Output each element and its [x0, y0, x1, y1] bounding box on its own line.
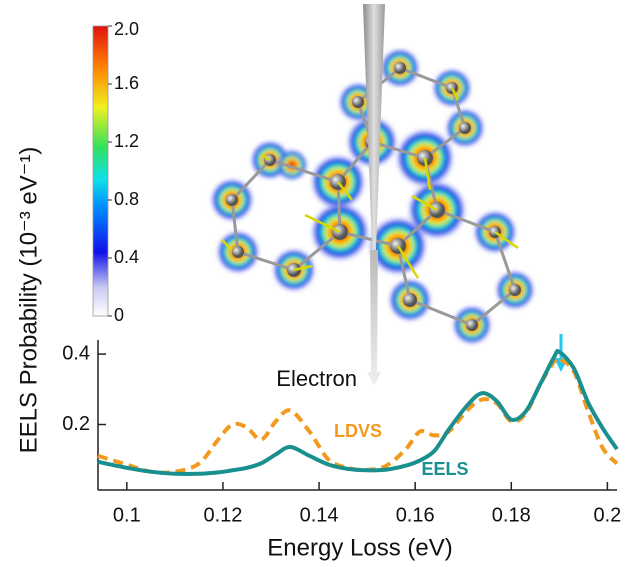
colorbar-tick-label: 0.4 [114, 247, 139, 267]
electron-beam [367, 250, 381, 386]
x-tick-label: 0.16 [396, 504, 435, 526]
series-label: EELS [421, 459, 468, 479]
molecule-illustration [210, 4, 535, 386]
x-tick-label: 0.2 [593, 504, 621, 526]
x-tick-label: 0.1 [113, 504, 141, 526]
plot-area: 0.1 0.12 0.14 0.16 0.18 0.2 0.2 0.4 LDVS EELS [62, 340, 621, 526]
displacement-arrows [221, 87, 519, 279]
probe-tip [363, 4, 385, 250]
colorbar: 0 0.4 0.8 1.2 1.6 2.0 [92, 19, 139, 325]
y-axis-title: EELS Probability (10⁻³ eV⁻¹) [15, 147, 42, 454]
x-tick-label: 0.18 [492, 504, 531, 526]
series-line [97, 355, 619, 475]
y-tick-label: 0.2 [62, 413, 90, 435]
colorbar-gradient [92, 25, 109, 317]
electron-label: Electron [276, 366, 357, 391]
colorbar-tick-label: 0.8 [114, 189, 139, 209]
series-line [97, 349, 619, 477]
colorbar-tick-label: 1.6 [114, 73, 139, 93]
colorbar-tick-label: 2.0 [114, 19, 139, 39]
y-tick-label: 0.4 [62, 342, 90, 364]
colorbar-tick-label: 0 [114, 305, 124, 325]
colorbar-tick-label: 1.2 [114, 131, 139, 151]
x-tick-label: 0.12 [203, 504, 242, 526]
series-label: LDVS [334, 421, 382, 441]
x-tick-label: 0.14 [300, 504, 339, 526]
x-axis-title: Energy Loss (eV) [267, 534, 452, 561]
